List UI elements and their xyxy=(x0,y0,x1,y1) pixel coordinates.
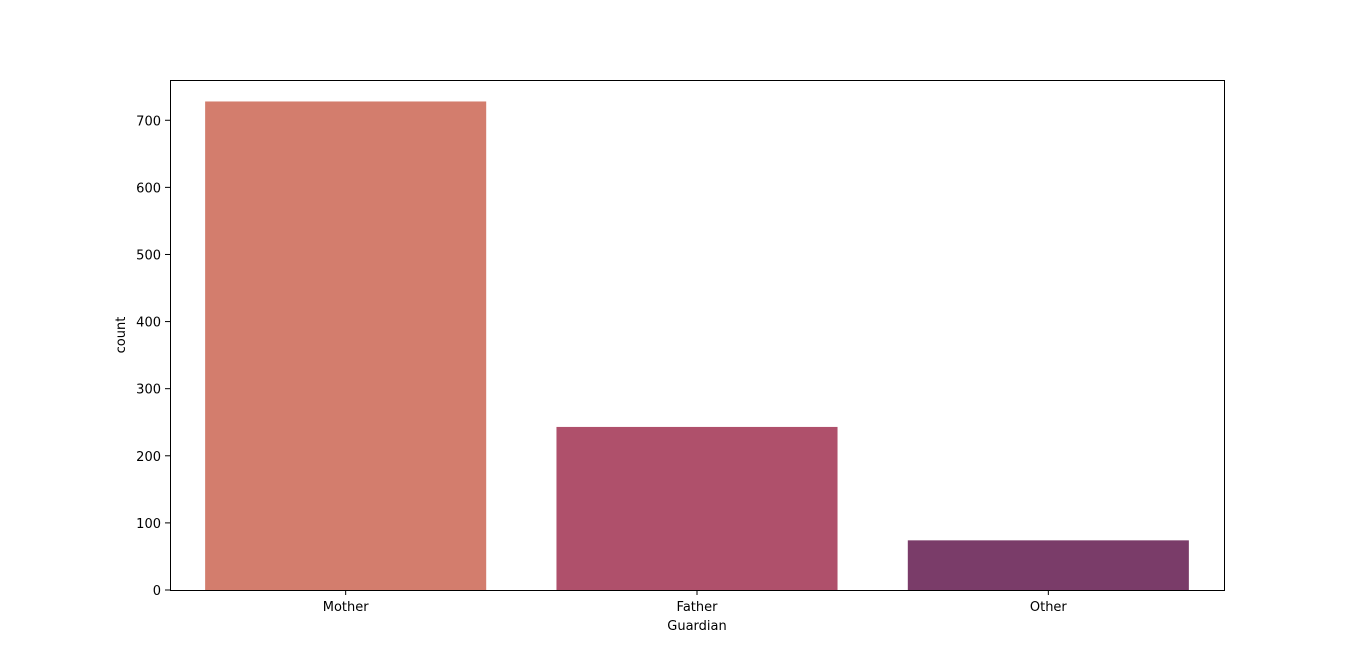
bar-father xyxy=(556,426,838,590)
y-axis-ticks: 0 100 200 300 400 500 600 700 xyxy=(136,114,170,599)
bar-other xyxy=(907,540,1189,590)
y-tick-label: 700 xyxy=(136,114,161,129)
x-tick-label: Other xyxy=(1030,600,1068,615)
y-tick-label: 400 xyxy=(136,316,161,331)
y-tick-label: 0 xyxy=(153,584,161,599)
x-axis-ticks: Mother Father Other xyxy=(323,590,1068,615)
y-axis-label: count xyxy=(114,317,129,354)
y-tick-label: 500 xyxy=(136,248,161,263)
plot-frame xyxy=(170,80,1225,591)
y-tick-label: 600 xyxy=(136,181,161,196)
x-tick-label: Father xyxy=(677,600,719,615)
y-tick-label: 100 xyxy=(136,517,161,532)
bar-mother xyxy=(205,101,487,590)
y-tick-label: 200 xyxy=(136,450,161,465)
x-tick-label: Mother xyxy=(323,600,370,615)
x-axis-label: Guardian xyxy=(667,619,726,634)
y-tick-label: 300 xyxy=(136,383,161,398)
bars xyxy=(205,101,1189,590)
